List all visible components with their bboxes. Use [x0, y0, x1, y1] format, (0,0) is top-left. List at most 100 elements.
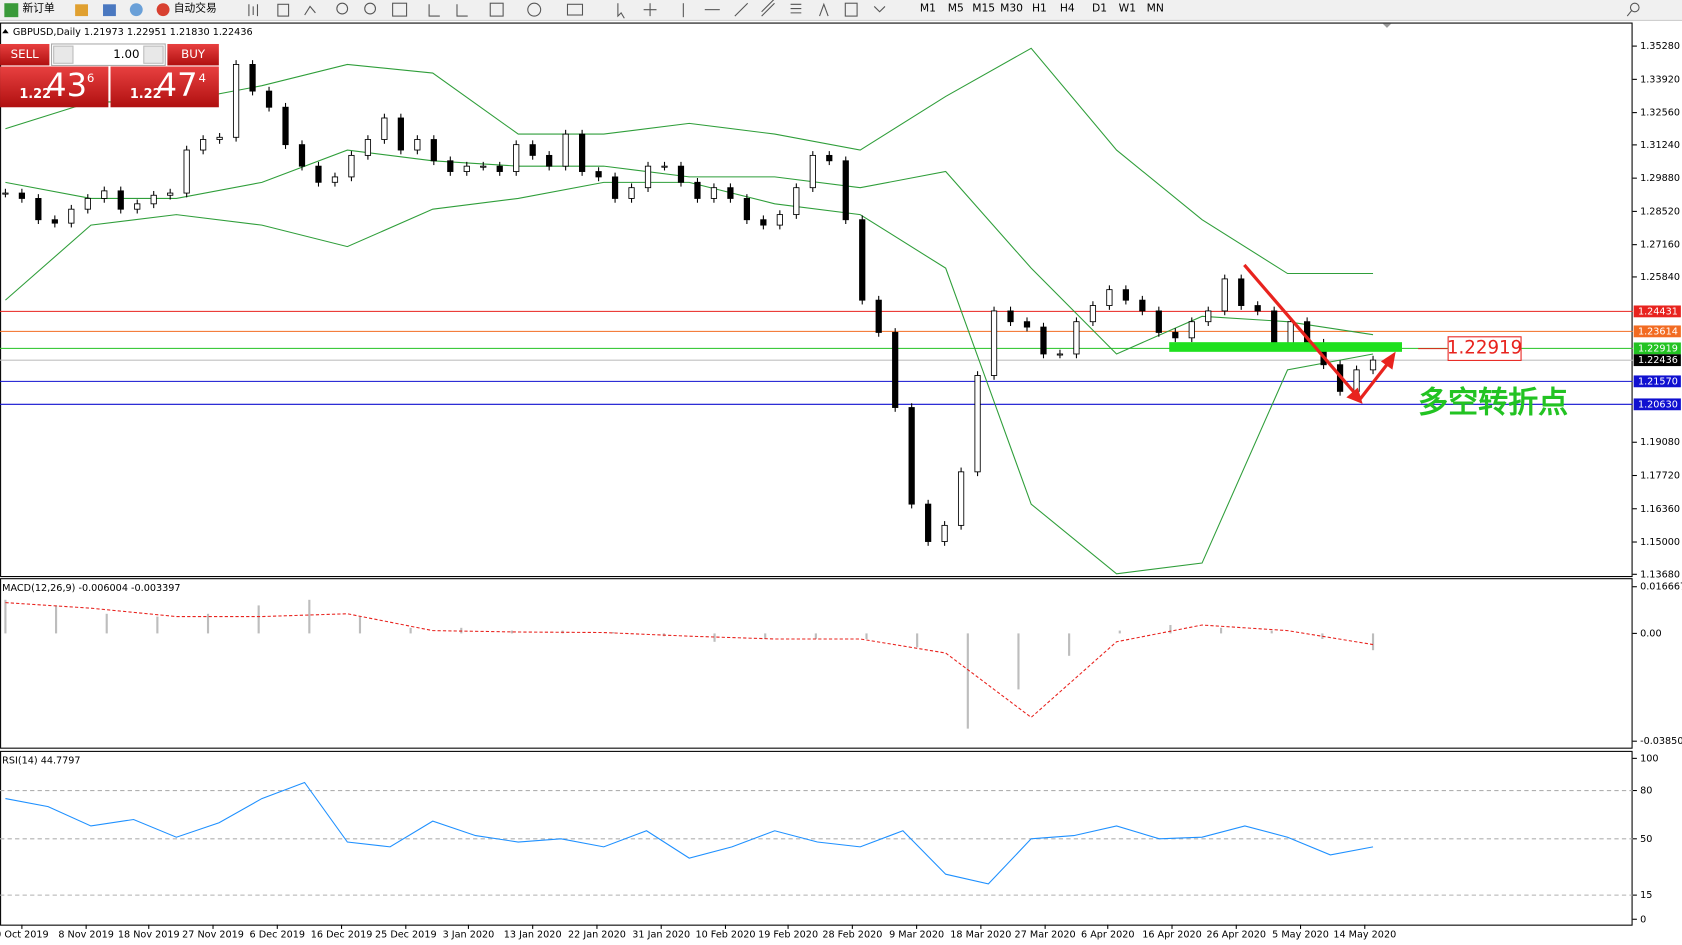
- y-tick-label: 1.16360: [1640, 504, 1680, 515]
- new-order-button[interactable]: 新订单: [23, 2, 55, 15]
- collapse-icon[interactable]: [2, 28, 9, 34]
- price-level-label: 1.22919: [1638, 343, 1678, 354]
- icon[interactable]: [248, 4, 259, 17]
- y-tick-label: 1.32560: [1640, 108, 1680, 119]
- volume-up[interactable]: [143, 45, 164, 64]
- x-tick-label: 13 Jan 2020: [504, 929, 562, 940]
- icon[interactable]: [819, 2, 829, 17]
- annotations: 1.22919 多空转折点: [1169, 263, 1568, 420]
- icon[interactable]: [4, 3, 19, 18]
- candle: [842, 160, 849, 221]
- icon[interactable]: [392, 2, 408, 17]
- timeframe-button[interactable]: M15: [972, 2, 995, 15]
- volume-value[interactable]: 1.00: [113, 47, 139, 61]
- icon[interactable]: [103, 4, 116, 17]
- chart-title: GBPUSD,Daily 1.21973 1.22951 1.21830 1.2…: [13, 27, 253, 38]
- icon[interactable]: [734, 2, 749, 17]
- candle: [644, 165, 652, 189]
- buy-button[interactable]: [167, 43, 219, 66]
- icon[interactable]: [489, 2, 504, 17]
- icon[interactable]: [844, 2, 858, 17]
- candle: [859, 219, 866, 301]
- icon[interactable]: [428, 4, 440, 17]
- icon[interactable]: [527, 2, 542, 17]
- x-tick-label: 16 Dec 2019: [311, 929, 373, 940]
- candle: [315, 165, 322, 183]
- timeframe-button[interactable]: H1: [1032, 2, 1047, 15]
- x-tick-label: 14 May 2020: [1333, 929, 1396, 940]
- support-bar: [1169, 342, 1402, 352]
- candle: [51, 219, 58, 224]
- auto-trading-button[interactable]: 自动交易: [174, 2, 217, 15]
- sell-price-box[interactable]: [0, 66, 109, 108]
- candle: [1007, 310, 1014, 323]
- icon[interactable]: [873, 6, 886, 13]
- candle: [611, 176, 619, 199]
- candle: [2, 192, 9, 195]
- y-tick-label: 50: [1640, 834, 1652, 845]
- timeframe-button[interactable]: M1: [920, 2, 936, 15]
- candle: [35, 198, 42, 221]
- candle: [941, 524, 948, 542]
- price-level-tag: [1633, 398, 1681, 411]
- candle: [1271, 310, 1278, 344]
- timeframe-button[interactable]: MN: [1147, 2, 1164, 15]
- sell-label[interactable]: SELL: [11, 47, 39, 61]
- buy-price-box[interactable]: [110, 66, 219, 108]
- icon[interactable]: [75, 4, 89, 17]
- timeframe-button[interactable]: H4: [1060, 2, 1075, 15]
- candle: [1139, 299, 1146, 312]
- sell-button[interactable]: [0, 43, 50, 66]
- candle: [579, 133, 586, 172]
- timeframe-button[interactable]: M5: [948, 2, 964, 15]
- icon[interactable]: [364, 2, 377, 15]
- candle: [364, 139, 372, 156]
- candle: [249, 64, 256, 92]
- icon[interactable]: [617, 3, 625, 19]
- candle: [117, 190, 124, 210]
- buy-label[interactable]: BUY: [181, 47, 206, 61]
- icon[interactable]: [456, 4, 468, 17]
- volume-input[interactable]: [50, 43, 166, 66]
- candle: [18, 192, 25, 199]
- icon[interactable]: [129, 3, 143, 17]
- search-icon[interactable]: [1629, 2, 1640, 13]
- candle: [1188, 321, 1195, 339]
- candle: [974, 375, 981, 473]
- candle: [990, 310, 998, 376]
- candle: [1089, 305, 1097, 323]
- icon[interactable]: [156, 3, 170, 17]
- candle: [1040, 326, 1047, 355]
- timeframe-button[interactable]: M30: [1000, 2, 1023, 15]
- y-tick-label: 0.00: [1640, 628, 1661, 639]
- icon[interactable]: [790, 3, 802, 14]
- x-tick-label: 26 Apr 2020: [1206, 929, 1266, 940]
- candle: [710, 187, 718, 199]
- candle: [183, 149, 190, 194]
- candle: [68, 208, 75, 224]
- icon[interactable]: [336, 2, 349, 15]
- volume-down[interactable]: [53, 45, 74, 64]
- rsi-title: RSI(14) 44.7797: [2, 756, 80, 767]
- timeframe-button[interactable]: W1: [1119, 2, 1136, 15]
- icon[interactable]: [761, 0, 775, 17]
- icon[interactable]: [566, 3, 584, 16]
- candle: [529, 144, 536, 156]
- candle: [1023, 321, 1031, 328]
- x-tick-label: 9 Mar 2020: [889, 929, 944, 940]
- price-level-label: 1.23614: [1638, 326, 1678, 337]
- candle: [513, 144, 520, 172]
- price-level-tag: [1633, 305, 1681, 318]
- search-icon[interactable]: [1626, 10, 1632, 17]
- candle: [167, 192, 174, 196]
- y-tick-label: 0.016667: [1640, 582, 1682, 593]
- trade-panel: SELL 1.00 BUY 1.22 43 6 1.22 47 4: [0, 43, 219, 108]
- candle: [957, 471, 965, 526]
- candle: [892, 332, 899, 408]
- buy-price-big: 1.22: [130, 87, 162, 102]
- candle: [1254, 305, 1261, 312]
- icon[interactable]: [643, 3, 657, 17]
- icon[interactable]: [277, 3, 290, 17]
- timeframe-button[interactable]: D1: [1092, 2, 1107, 15]
- icon[interactable]: [304, 5, 316, 16]
